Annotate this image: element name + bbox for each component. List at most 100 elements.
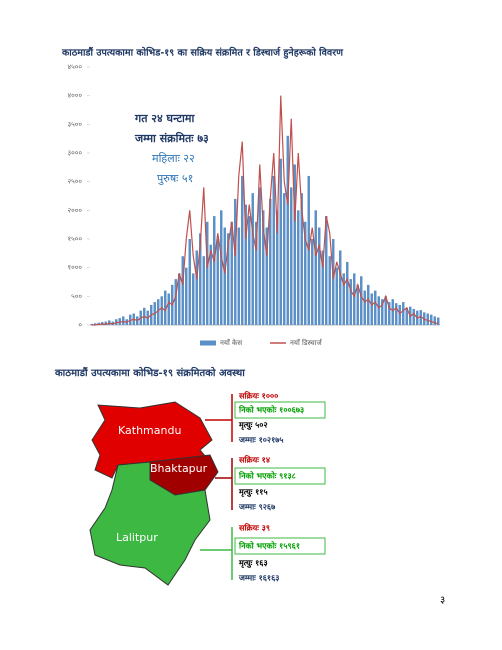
connector [205,394,233,442]
connector [215,458,233,510]
bar [174,279,177,325]
bar [325,216,328,325]
bar [412,308,415,325]
bar [391,299,394,325]
y-tick-label: ० [78,321,82,329]
bar [122,316,125,325]
bar [164,290,167,325]
bar [272,175,275,325]
bar [223,227,226,325]
bar [265,227,268,325]
bar [178,273,181,325]
bar [181,256,184,325]
bar [304,221,307,325]
bar [258,187,261,325]
stat-active: सक्रियः १४ [238,455,270,465]
bar [300,193,303,325]
bar [405,307,408,325]
chart-title: काठमाडौं उपत्यकामा कोभिड-१९ का सक्रिय सं… [61,47,344,60]
bar [104,321,107,325]
recovered-box [234,401,326,419]
bar [230,221,233,325]
bar [185,267,188,325]
connector [200,527,233,580]
bar [167,293,170,325]
y-tick-label: ४५०० [67,63,82,71]
annotation: जम्मा संक्रमितः ७३ [134,131,209,145]
bar [353,273,356,325]
bar [241,175,244,325]
bar [335,267,338,325]
bar [206,221,209,325]
bar [402,302,405,325]
bar [213,216,216,325]
annotation: महिलाः २२ [152,152,195,165]
stat-recovered: निको भएकोः ९१३८ [238,471,296,481]
line [91,95,439,326]
bar [384,296,387,325]
bar [430,314,433,325]
district-label: Lalitpur [116,531,158,544]
legend-label: नयाँ केस [220,338,242,347]
bar [94,323,97,325]
district-label: Bhaktapur [150,462,208,475]
bar [283,193,286,325]
recovered-box [234,467,326,485]
bar [419,310,422,325]
section-title: काठमाडौं उपत्यकामा कोभिड-१९ संक्रमितको अ… [54,366,245,379]
bar [398,304,401,325]
legend-label: नयाँ डिस्चार्ज [290,338,323,347]
bar [199,233,202,325]
bar [251,193,254,325]
stat-deaths: मृत्युः १६३ [238,559,268,569]
bar [356,284,359,325]
district-label: Kathmandu [118,424,181,437]
page-number: ३ [440,595,445,606]
y-tick-label: १५०० [67,235,82,243]
bar [255,221,258,325]
bar [388,302,391,325]
bar [276,210,279,325]
bar [349,279,352,325]
bar [262,210,265,325]
bar [381,299,384,325]
y-tick-label: २००० [67,206,82,214]
bar [209,244,212,325]
stat-total: जम्माः ९२६७ [238,503,276,512]
stat-recovered: निको भएकोः १५९६१ [238,541,300,551]
bar [321,250,324,325]
bar [234,198,237,325]
stat-deaths: मृत्युः ५०२ [238,421,268,431]
y-tick-label: १००० [67,264,82,272]
bar [293,164,296,325]
bar [433,316,436,325]
bar [290,187,293,325]
bar [269,198,272,325]
bar [328,256,331,325]
y-tick-label: ३५०० [67,120,82,128]
bar [377,296,380,325]
bar [227,233,230,325]
bar [374,290,377,325]
bar [363,290,366,325]
bar [346,261,349,325]
y-tick-label: २५०० [67,178,82,186]
annotation: पुरुषः ५१ [157,172,193,185]
legend-swatch [200,340,216,346]
bar [311,239,314,325]
bar [248,216,251,325]
bar [395,303,398,325]
bar [237,227,240,325]
bar [286,135,289,325]
bar [192,273,195,325]
stat-active: सक्रियः ३९ [238,523,270,533]
stat-total: जम्माः १६१६३ [238,574,279,583]
y-tick-label: ३००० [67,149,82,157]
stat-deaths: मृत्युः ११५ [238,488,268,498]
y-tick-label: ४००० [67,92,82,100]
y-tick-label: ५०० [71,292,82,300]
bar [157,299,160,325]
bar [216,239,219,325]
plot: ० ५०० १००० १५०० २००० २५०० ३००० ३५०० ४००० ४५०० नयाँ… [67,63,440,347]
